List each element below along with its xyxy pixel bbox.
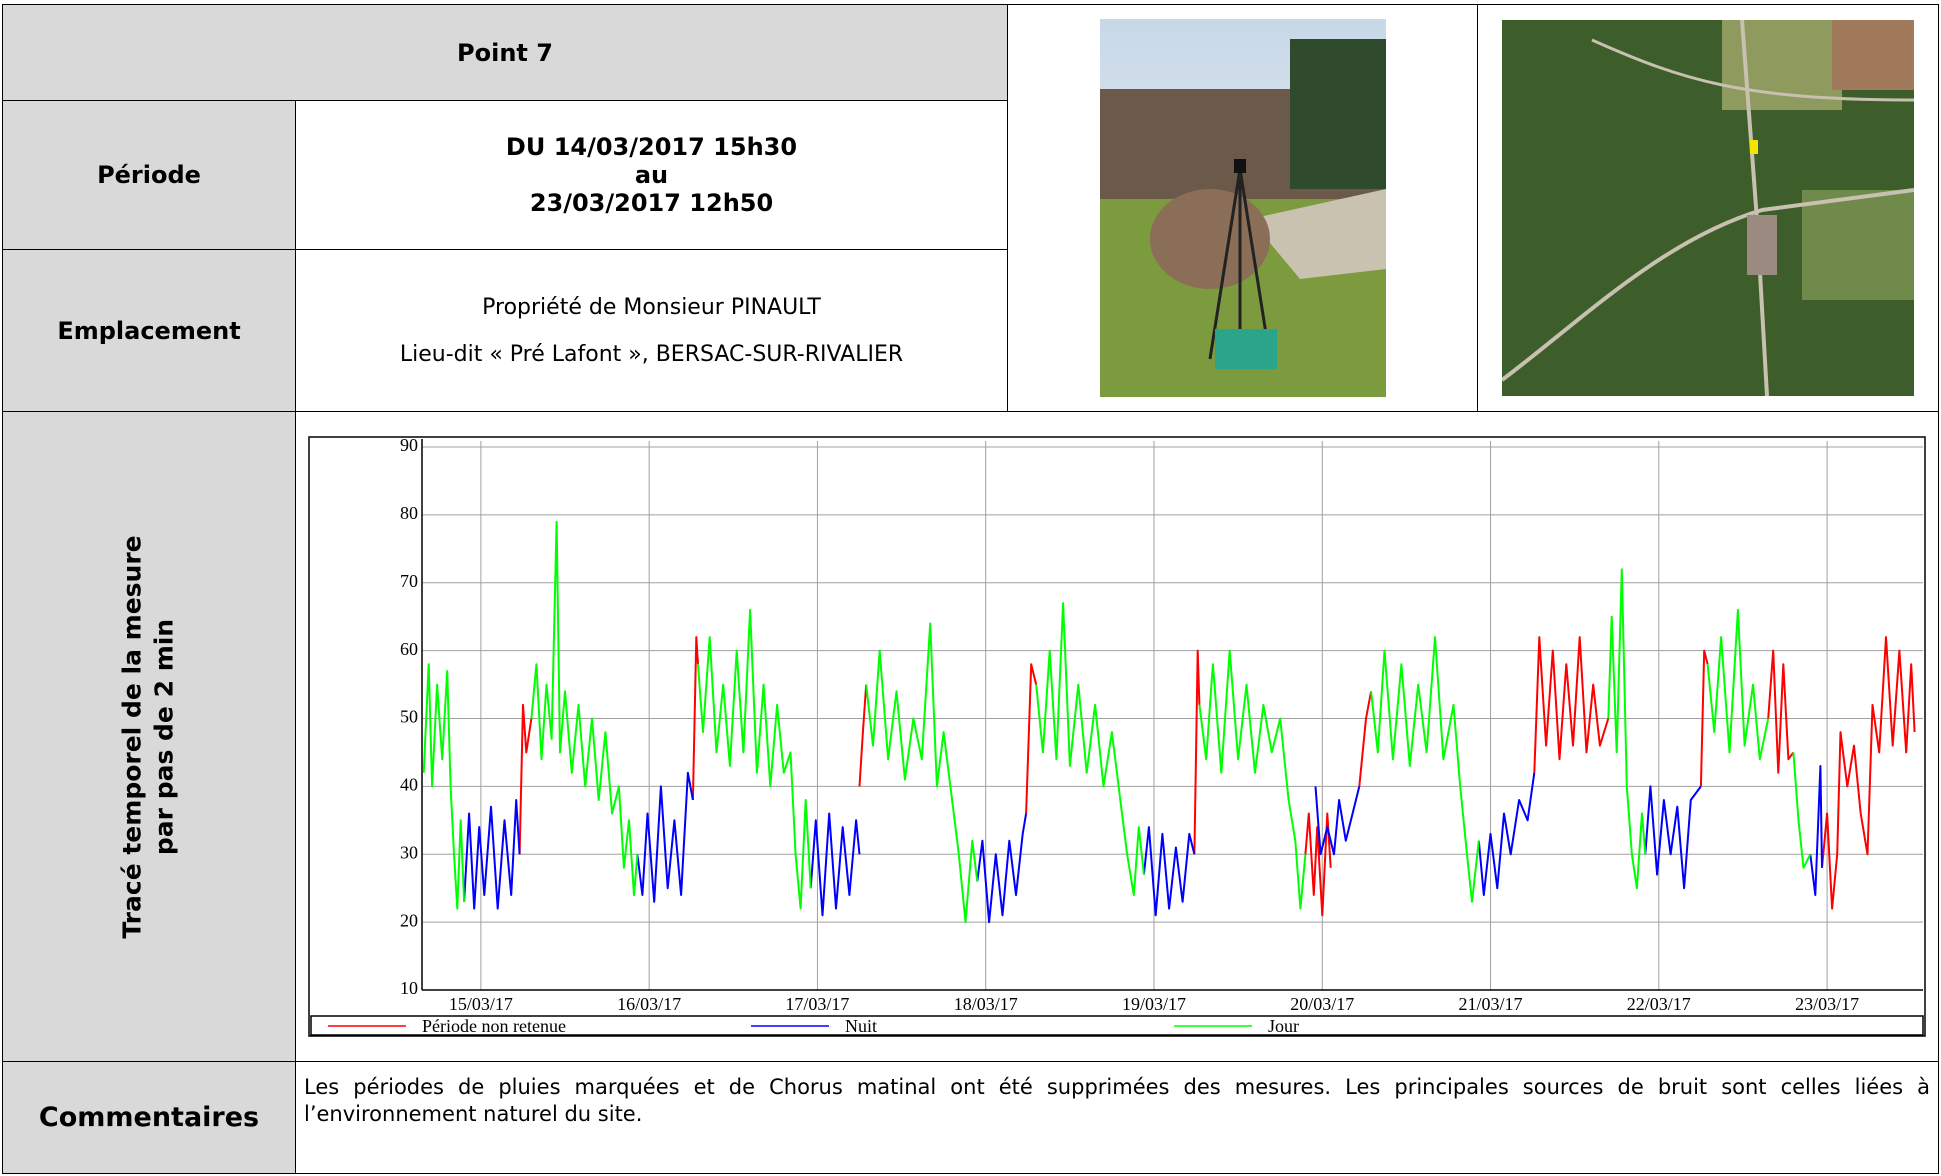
aerial-map (1502, 20, 1914, 396)
comment-cell: Les périodes de pluies marquées et de Ch… (295, 1061, 1939, 1174)
chart: 10 20 30 40 50 60 70 80 90 15/03/17 16/03/17 17/03/… (308, 436, 1926, 1037)
x-tick-label: 16/03/17 (617, 994, 681, 1014)
periode-line: au (634, 161, 669, 189)
value-cell: Propriété de Monsieur PINAULT Lieu-dit «… (295, 249, 1008, 412)
series-line (422, 520, 1812, 924)
photo-cell (1007, 4, 1478, 412)
y-tick-label: 70 (400, 571, 418, 591)
y-tick-label: 60 (400, 639, 418, 659)
label-cell: Commentaires (2, 1061, 296, 1174)
x-tick-label: 17/03/17 (785, 994, 849, 1014)
label-cell: Emplacement (2, 249, 296, 412)
y-tick-label: 10 (400, 978, 418, 998)
y-tick-label: 20 (400, 910, 418, 930)
y-tick-label: 50 (400, 707, 418, 727)
legend-frame (310, 1015, 1924, 1036)
trace-line: par pas de 2 min (150, 618, 179, 855)
x-tick-label: 18/03/17 (954, 994, 1018, 1014)
periode-line: DU 14/03/2017 15h30 (505, 133, 798, 161)
periode-label: Période (97, 161, 201, 189)
legend-label: Nuit (845, 1016, 877, 1036)
commentaires-text: Les périodes de pluies marquées et de Ch… (304, 1075, 1930, 1126)
y-tick-label: 90 (400, 436, 418, 455)
x-tick-label: 19/03/17 (1122, 994, 1186, 1014)
title: Point 7 (457, 38, 553, 67)
y-tick-label: 30 (400, 842, 418, 862)
periode-line: 23/03/2017 12h50 (529, 189, 774, 217)
y-tick-label: 40 (400, 775, 418, 795)
series-line (463, 765, 1823, 924)
emplacement-label: Emplacement (57, 316, 241, 345)
emplacement-line: Propriété de Monsieur PINAULT (482, 294, 821, 320)
label-cell: Tracé temporel de la mesure par pas de 2… (2, 411, 296, 1062)
y-tick-label: 80 (400, 503, 418, 523)
label-cell: Période (2, 100, 296, 250)
title-cell: Point 7 (2, 4, 1008, 101)
x-tick-label: 15/03/17 (449, 994, 513, 1014)
chart-frame (308, 436, 1926, 1037)
rotated-label: Tracé temporel de la mesure par pas de 2… (117, 535, 181, 938)
legend-label: Jour (1268, 1016, 1299, 1036)
x-tick-label: 23/03/17 (1795, 994, 1859, 1014)
trace-line: Tracé temporel de la mesure (118, 534, 147, 939)
map-cell (1477, 4, 1939, 412)
commentaires-label: Commentaires (38, 1102, 260, 1133)
x-tick-label: 20/03/17 (1290, 994, 1354, 1014)
x-tick-label: 22/03/17 (1627, 994, 1691, 1014)
emplacement-line: Lieu-dit « Pré Lafont », BERSAC-SUR-RIVA… (399, 341, 904, 367)
site-photo (1099, 19, 1386, 397)
series-line (518, 636, 1916, 917)
value-cell: DU 14/03/2017 15h30 au 23/03/2017 12h50 (295, 100, 1008, 250)
legend-label: Période non retenue (422, 1016, 566, 1036)
x-tick-label: 21/03/17 (1459, 994, 1523, 1014)
